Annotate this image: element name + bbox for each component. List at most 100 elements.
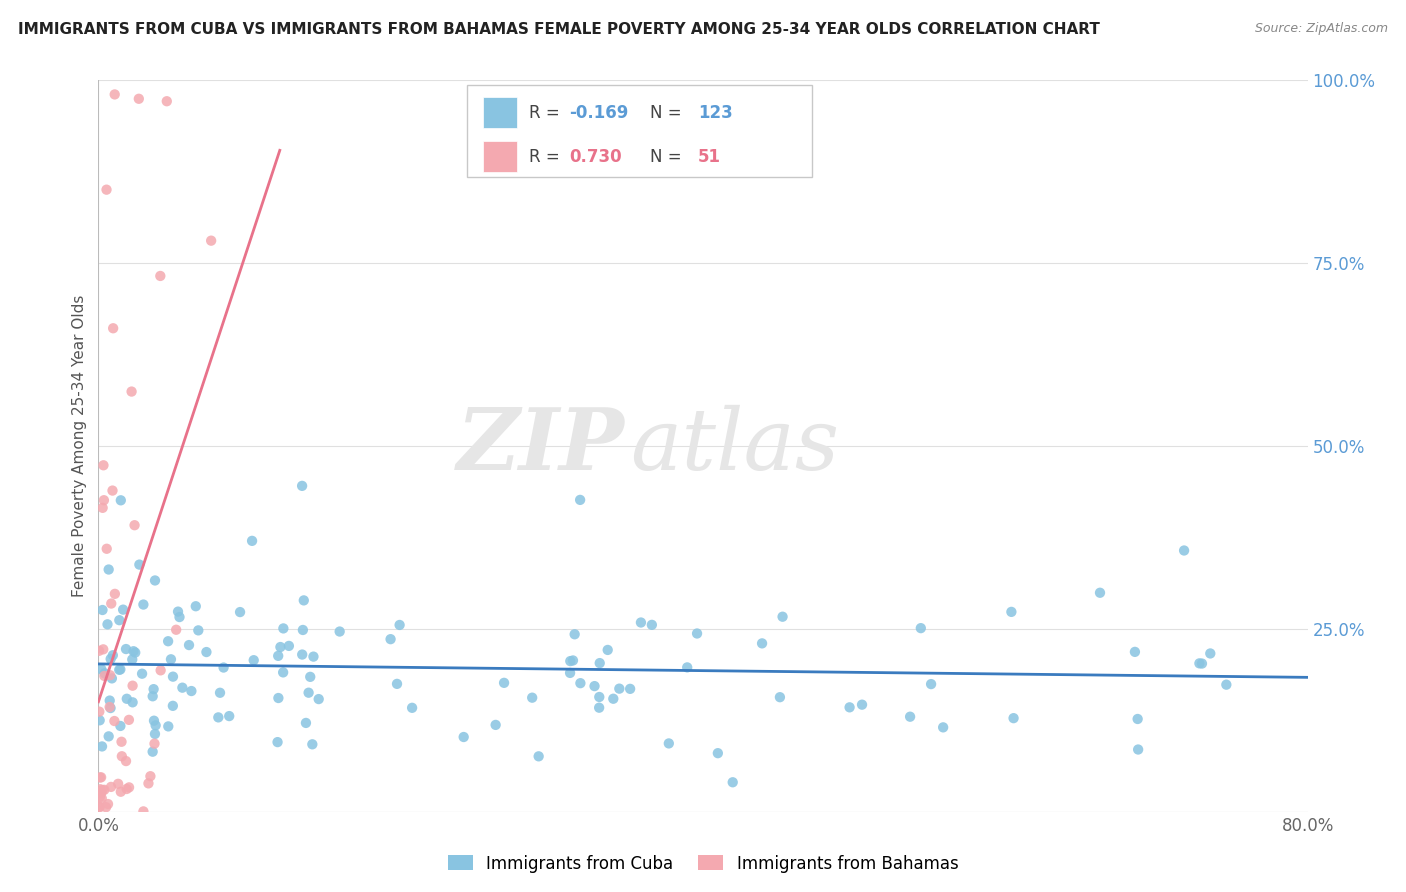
Point (676, 660, 699, 674)
Point (291, 648, 314, 662)
Point (110, 735, 132, 749)
Point (162, 698, 184, 713)
Point (91, 500, 114, 515)
Point (218, 709, 240, 723)
Point (1173, 543, 1195, 558)
Point (1188, 657, 1211, 671)
Point (143, 737, 166, 751)
Point (121, 652, 143, 666)
Point (207, 710, 229, 724)
Point (89, 790, 111, 805)
Point (142, 745, 165, 759)
Point (145, 718, 167, 732)
Point (388, 618, 411, 632)
Point (142, 682, 165, 697)
Point (932, 720, 955, 734)
Point (1000, 605, 1022, 619)
Point (108, 663, 131, 677)
Point (124, 518, 146, 533)
Point (115, 642, 138, 657)
Point (90, 786, 112, 800)
Point (269, 640, 291, 654)
Text: R =: R = (529, 148, 565, 166)
Point (101, 648, 124, 663)
Point (110, 493, 132, 508)
Point (569, 492, 592, 507)
Point (588, 700, 610, 714)
Point (108, 613, 131, 627)
Point (96, 183, 118, 197)
Point (87, 799, 110, 814)
Point (156, 94, 179, 108)
Point (103, 714, 125, 728)
Point (128, 558, 150, 572)
Point (128, 92, 150, 106)
Point (121, 384, 143, 399)
Point (98, 668, 121, 682)
Point (229, 605, 252, 619)
Point (295, 715, 318, 730)
Point (96, 541, 118, 556)
Point (1002, 711, 1025, 725)
Point (132, 805, 155, 819)
Point (920, 677, 942, 691)
Point (93, 458, 115, 473)
Point (91, 642, 114, 657)
Point (93, 669, 115, 683)
Point (686, 626, 709, 640)
Point (149, 664, 172, 678)
Point (115, 691, 138, 706)
Point (299, 670, 322, 684)
Point (138, 776, 160, 790)
Point (118, 780, 141, 795)
Text: -0.169: -0.169 (569, 103, 628, 122)
Point (527, 749, 550, 764)
Point (89, 782, 111, 797)
Point (121, 679, 143, 693)
Point (385, 677, 408, 691)
Point (267, 648, 290, 663)
Point (131, 666, 153, 681)
Point (401, 701, 423, 715)
Point (212, 660, 235, 674)
Legend: Immigrants from Cuba, Immigrants from Bahamas: Immigrants from Cuba, Immigrants from Ba… (441, 848, 965, 880)
Point (162, 670, 184, 684)
Point (100, 701, 122, 715)
Text: 0.730: 0.730 (569, 148, 621, 166)
Point (143, 714, 166, 728)
Point (267, 691, 290, 706)
Point (101, 483, 124, 498)
Point (110, 785, 132, 799)
Point (1215, 678, 1237, 692)
Point (143, 727, 166, 741)
Point (266, 735, 288, 749)
Point (569, 676, 592, 690)
Point (291, 479, 314, 493)
Point (101, 321, 124, 335)
Point (910, 621, 932, 635)
Point (89, 771, 111, 785)
Point (898, 709, 921, 723)
Point (89, 714, 111, 728)
Point (297, 686, 319, 700)
Point (602, 691, 624, 706)
Point (522, 690, 544, 705)
Point (97, 562, 120, 576)
Point (97, 797, 120, 811)
Point (160, 652, 183, 666)
Point (111, 749, 134, 764)
Text: atlas: atlas (630, 405, 839, 487)
Bar (482, 141, 517, 172)
Point (240, 533, 263, 548)
Point (91, 739, 114, 754)
Point (589, 656, 612, 670)
Point (562, 653, 585, 667)
Point (564, 627, 586, 641)
Point (329, 624, 352, 639)
Point (167, 605, 190, 619)
Point (641, 618, 664, 632)
Point (596, 643, 619, 657)
Point (187, 624, 209, 638)
Point (271, 665, 294, 680)
Point (89, 800, 111, 814)
